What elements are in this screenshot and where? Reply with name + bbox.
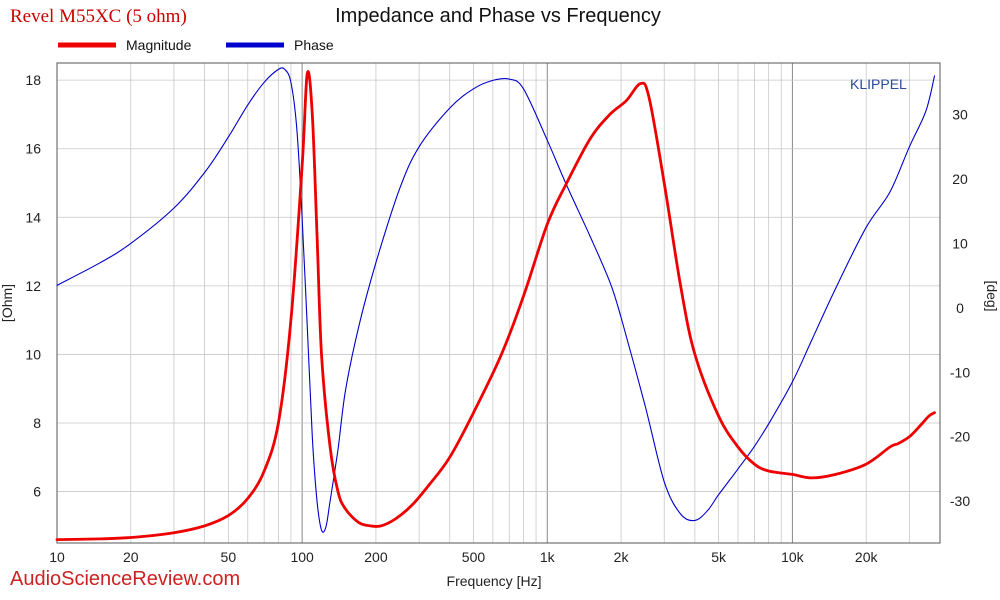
y-tick-label: 8 (33, 415, 41, 431)
x-tick-label: 200 (364, 549, 388, 565)
y-tick-label: 10 (25, 346, 41, 362)
x-tick-label: 20 (123, 549, 139, 565)
legend: Magnitude Phase (58, 37, 334, 53)
y-tick-label: 12 (25, 278, 41, 294)
x-axis-label: Frequency [Hz] (447, 573, 542, 589)
klippel-logo: KLIPPEL (850, 76, 907, 92)
plot-frame (56, 62, 941, 544)
y-tick-label: 18 (25, 72, 41, 88)
series-layer (55, 67, 936, 541)
x-tick-label: 10k (781, 549, 805, 565)
chart-title: Impedance and Phase vs Frequency (335, 5, 661, 27)
y2-tick-label: 30 (952, 107, 968, 123)
x-tick-label: 10 (49, 549, 65, 565)
y-axis-label: [Ohm] (0, 284, 15, 322)
watermark: AudioScienceReview.com (10, 568, 240, 590)
y2-tick-label: -30 (950, 493, 970, 509)
x-tick-label: 20k (855, 549, 879, 565)
y2-tick-label: 20 (952, 171, 968, 187)
phase-series-line (56, 67, 936, 533)
y2-tick-label: -20 (950, 429, 970, 445)
x-tick-label: 2k (614, 549, 630, 565)
y2-tick-label: -10 (950, 364, 970, 380)
x-tick-label: 100 (290, 549, 314, 565)
y-tick-label: 16 (25, 141, 41, 157)
legend-phase-label: Phase (294, 37, 334, 53)
y-tick-label: 14 (25, 209, 41, 225)
y-tick-label: 6 (33, 484, 41, 500)
x-tick-label: 1k (540, 549, 556, 565)
legend-magnitude-label: Magnitude (126, 37, 192, 53)
magnitude-series-line (55, 70, 936, 541)
y2-tick-label: 0 (956, 300, 964, 316)
x-tick-label: 500 (462, 549, 486, 565)
x-tick-label: 50 (221, 549, 237, 565)
y2-axis-label: [deg] (984, 280, 1000, 311)
grid (56, 63, 941, 543)
x-tick-label: 5k (711, 549, 727, 565)
tick-labels: 10 20 50 100 200 500 1k 2k 5k 10k 20k6810121416183… (25, 72, 970, 565)
y2-tick-label: 10 (952, 235, 968, 251)
product-name: Revel M55XC (5 ohm) (10, 6, 187, 27)
